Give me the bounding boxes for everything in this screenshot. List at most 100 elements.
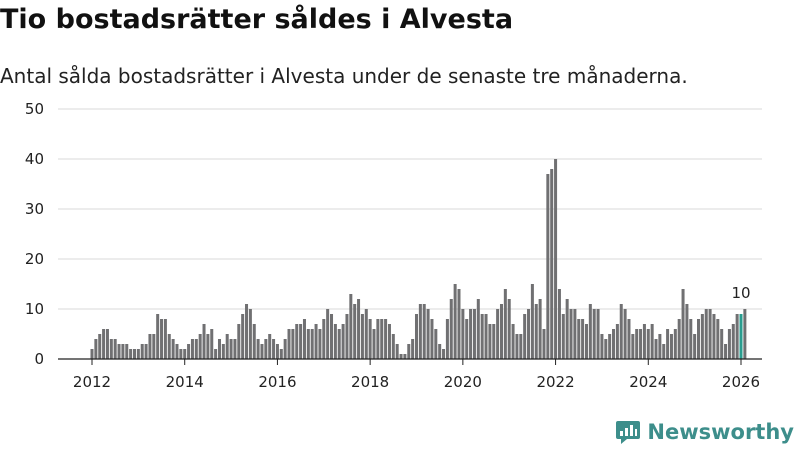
x-tick-label: 2020 [444,373,482,391]
bar [202,324,206,359]
bar [650,324,654,359]
bar [322,319,326,359]
bar [646,329,650,359]
bar [198,334,202,359]
bar [704,309,708,359]
bar [596,309,600,359]
bar [608,334,612,359]
bar [225,334,229,359]
bar [102,329,106,359]
bar [727,329,731,359]
bar [677,319,681,359]
bar [229,339,233,359]
bar [523,314,527,359]
newsworthy-logo-icon [616,421,641,444]
x-tick-label: 2022 [536,373,574,391]
bar [368,319,372,359]
x-tick-label: 2016 [258,373,296,391]
bar [372,329,376,359]
bar [565,299,569,359]
bar [476,299,480,359]
bar [399,354,403,359]
bar [345,314,349,359]
bar [206,334,210,359]
bar [453,284,457,359]
bar [418,304,422,359]
bar [581,319,585,359]
brand: Newsworthy [615,419,794,445]
bar [445,319,449,359]
bar [163,319,167,359]
bar [214,349,218,359]
bar [681,289,685,359]
bar [299,324,303,359]
bar [484,314,488,359]
bar [422,304,426,359]
highlight-data-label: 10 [731,284,750,302]
bar [167,334,171,359]
bar [105,329,109,359]
bar [333,324,337,359]
bar [140,344,144,359]
y-tick-label: 30 [25,200,44,218]
bar [499,304,503,359]
bar [275,344,279,359]
bar [152,334,156,359]
bar [264,339,268,359]
bar [132,349,137,359]
bar [237,324,241,359]
bar [442,349,446,359]
bar [449,299,453,359]
bar [708,309,712,359]
bar [314,324,318,359]
bar [260,344,264,359]
bar [357,299,361,359]
bar [387,324,391,359]
bar [302,319,306,359]
bar [720,329,724,359]
bar [430,319,434,359]
bar [639,329,643,359]
bar [635,329,639,359]
bar [488,324,492,359]
brand-name: Newsworthy [647,420,794,444]
bar [183,349,187,359]
bar [364,309,368,359]
bar [426,309,430,359]
gridlines [58,108,762,310]
bar [588,304,592,359]
bar [631,334,635,359]
x-tick-label: 2018 [351,373,389,391]
bar [125,344,129,359]
bar [662,344,666,359]
bar [326,309,330,359]
bar [144,344,148,359]
bar [291,329,295,359]
bar [384,319,388,359]
bar [530,284,534,359]
bar [376,319,380,359]
bar [233,339,237,359]
y-tick-label: 10 [25,300,44,318]
bar-highlight [739,314,743,359]
bar [113,339,117,359]
chart-subtitle: Antal sålda bostadsrätter i Alvesta unde… [0,64,688,88]
bar [469,309,473,359]
bar [584,324,588,359]
bar [654,339,658,359]
y-tick-label: 20 [25,250,44,268]
bar [503,289,507,359]
bar [148,334,152,359]
bar [221,344,225,359]
bar [619,304,623,359]
bar [272,339,276,359]
bar [615,324,619,359]
bar [561,314,565,359]
bar [666,329,670,359]
data-labels: 10 [731,284,750,302]
bar [403,354,407,359]
bar [310,329,314,359]
bar [353,304,357,359]
bar [391,334,395,359]
bar [217,339,221,359]
